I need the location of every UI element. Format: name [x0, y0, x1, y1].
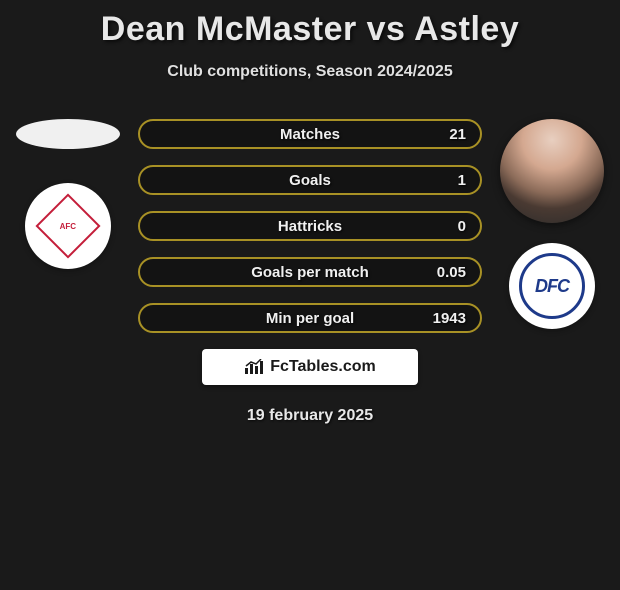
chart-icon: [244, 359, 264, 375]
stat-label: Min per goal: [266, 310, 354, 327]
stat-row: Hattricks 0: [138, 211, 482, 241]
stat-row: Min per goal 1943: [138, 303, 482, 333]
dfc-crest: DFC: [519, 253, 585, 319]
watermark: FcTables.com: [202, 349, 418, 385]
player1-club-badge: AFC: [25, 183, 111, 269]
stat-label: Matches: [280, 126, 340, 143]
stat-label: Goals per match: [251, 264, 369, 281]
stat-label: Goals: [289, 172, 331, 189]
player1-column: AFC: [8, 119, 128, 269]
page-title: Dean McMaster vs Astley: [0, 10, 620, 49]
stat-value-player2: 21: [449, 126, 466, 143]
stat-value-player2: 1: [458, 172, 466, 189]
stat-row: Matches 21: [138, 119, 482, 149]
player1-photo-placeholder: [16, 119, 120, 149]
stat-value-player2: 0.05: [437, 264, 466, 281]
stat-value-player2: 0: [458, 218, 466, 235]
club2-short: DFC: [535, 276, 569, 297]
comparison-date: 19 february 2025: [0, 407, 620, 425]
player2-photo: [500, 119, 604, 223]
stat-value-player2: 1943: [433, 310, 466, 327]
stat-row: Goals per match 0.05: [138, 257, 482, 287]
club1-short: AFC: [60, 221, 76, 230]
stat-label: Hattricks: [278, 218, 342, 235]
afc-crest: AFC: [40, 198, 96, 254]
comparison-panel: AFC DFC Matches 21 Goals 1 Hattricks 0 Goals p…: [0, 119, 620, 425]
subtitle: Club competitions, Season 2024/2025: [0, 63, 620, 81]
stats-list: Matches 21 Goals 1 Hattricks 0 Goals per match…: [138, 119, 482, 333]
watermark-text: FcTables.com: [270, 358, 376, 376]
player2-club-badge: DFC: [509, 243, 595, 329]
stat-row: Goals 1: [138, 165, 482, 195]
player2-column: DFC: [492, 119, 612, 329]
